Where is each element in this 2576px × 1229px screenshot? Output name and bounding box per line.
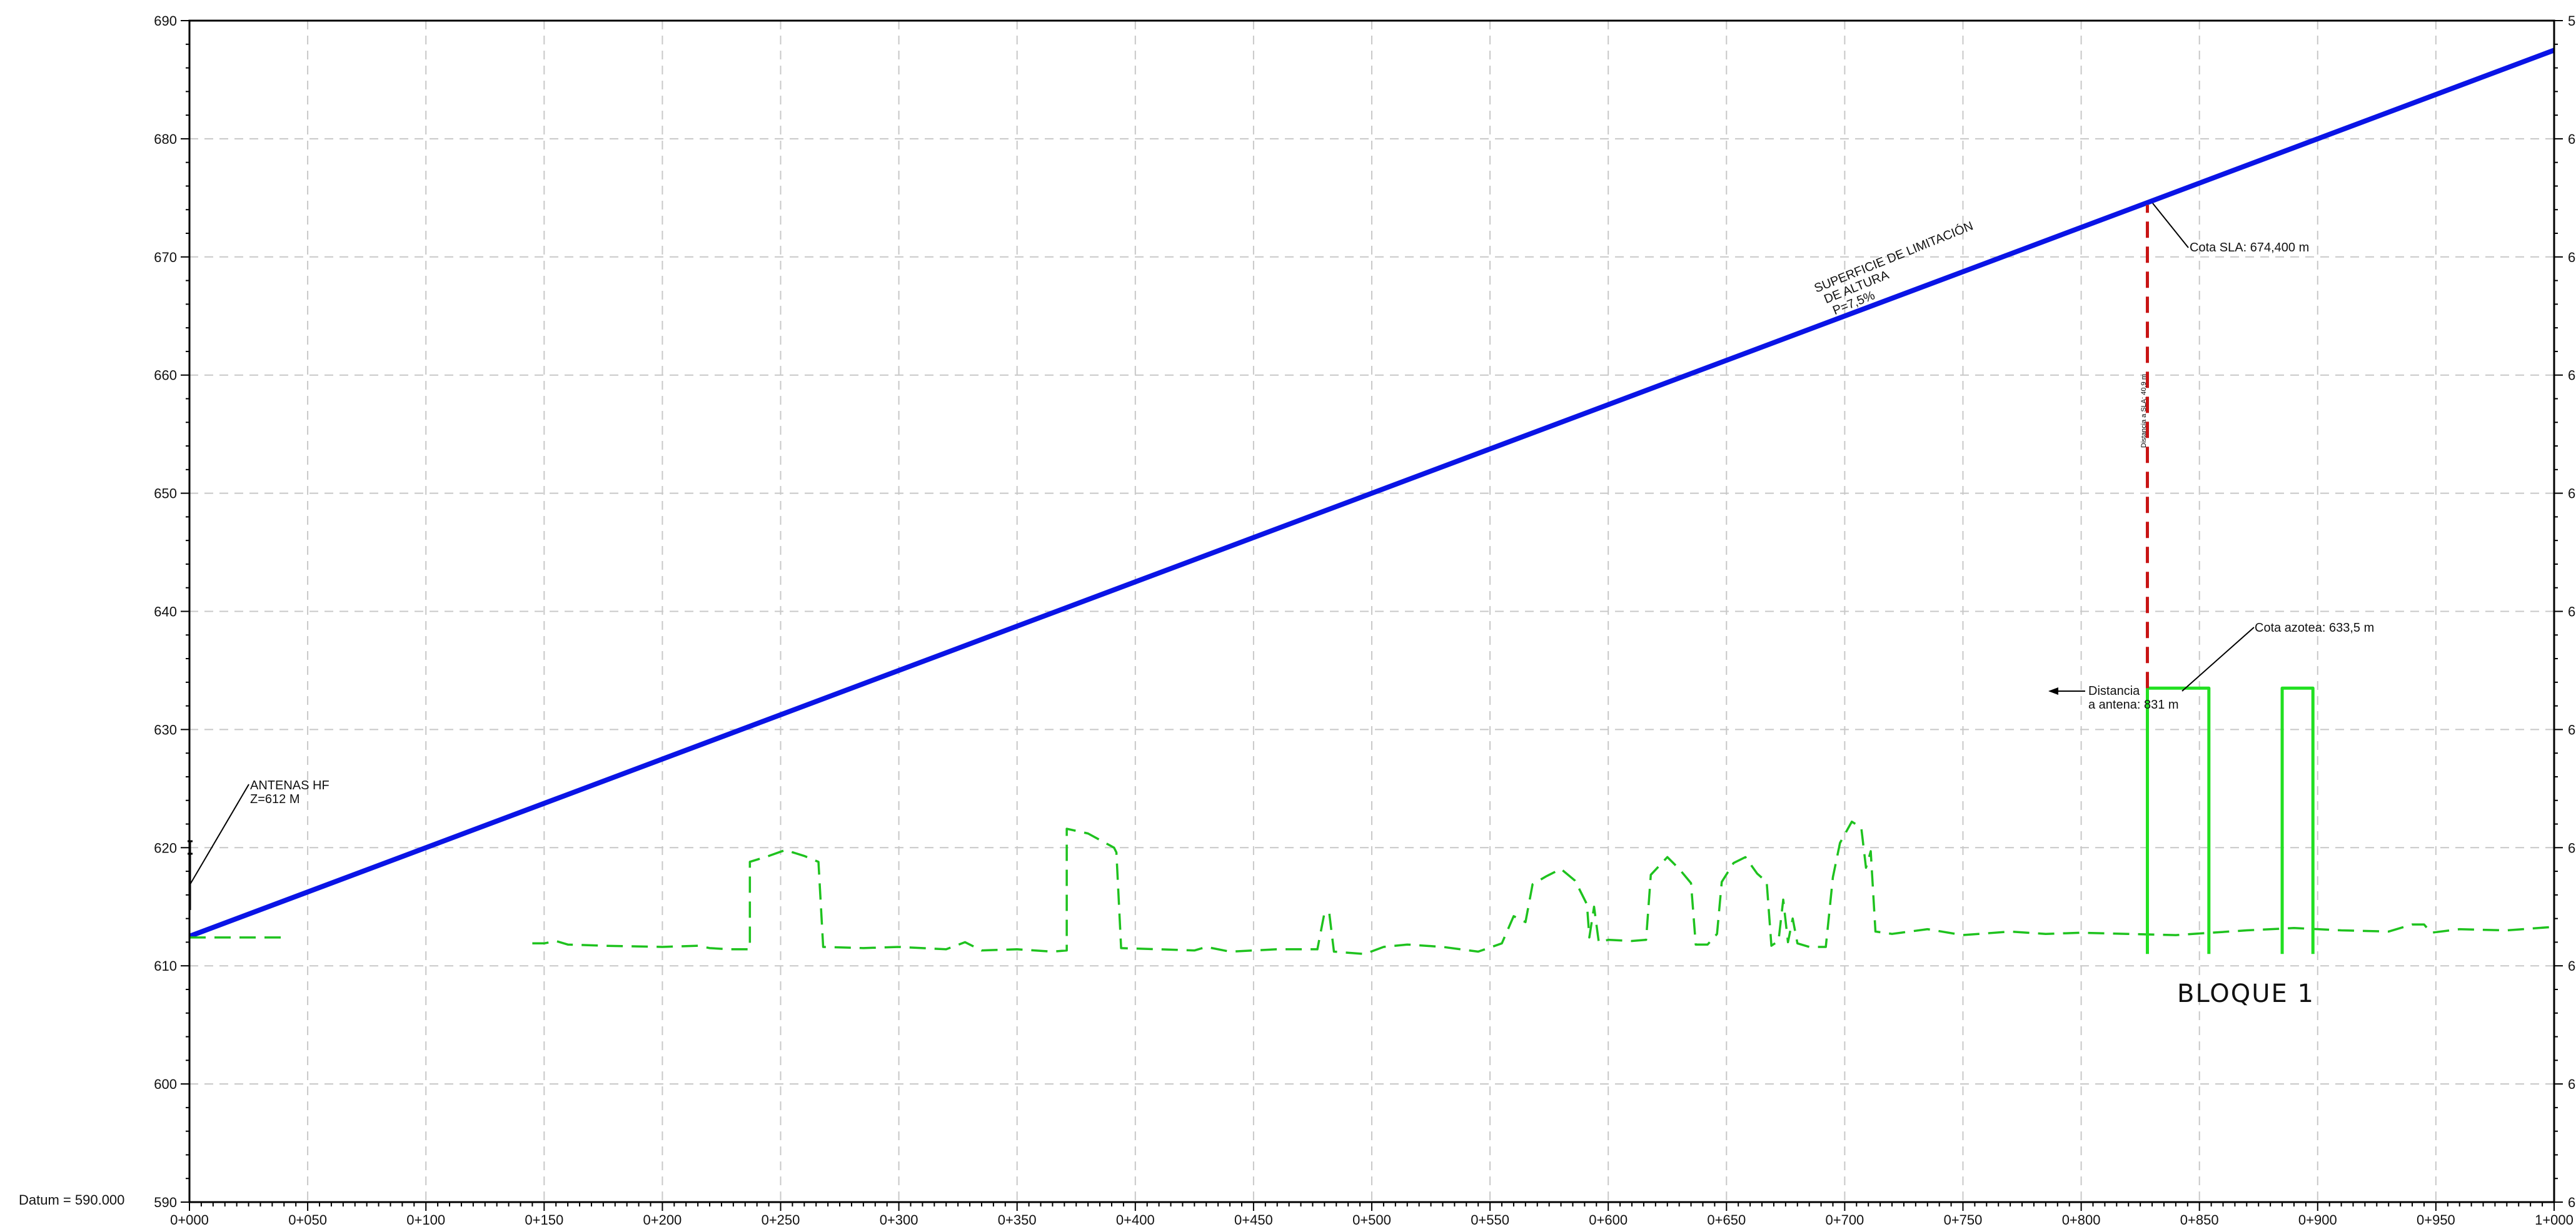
x-tick-label: 0+200 [643, 1212, 682, 1228]
x-tick-label: 0+150 [525, 1212, 563, 1228]
x-tick-label: 0+600 [1589, 1212, 1628, 1228]
cota-azotea-leader [2181, 627, 2255, 692]
antenas-label-2: Z=612 M [250, 792, 299, 806]
annotations: SUPERFICIE DE LIMITACIÓN DE ALTURA P=7,5… [188, 203, 2374, 1008]
y-tick-label: 690 [154, 13, 177, 29]
y-tick-label: 680 [154, 131, 177, 147]
distancia-sla-label: Distancia a SLA: 40,9 m [2140, 374, 2148, 448]
series-layer [188, 48, 2555, 956]
y-tick-label-right: 6 [2568, 722, 2575, 737]
y-tick-label-right: 6 [2568, 250, 2575, 265]
x-tick-label: 0+400 [1116, 1212, 1155, 1228]
x-tick-label: 0+500 [1352, 1212, 1391, 1228]
y-tick-label-right: 6 [2568, 368, 2575, 383]
cota-sla-leader [2152, 203, 2189, 248]
x-tick-label: 0+700 [1826, 1212, 1864, 1228]
distancia-arrow-head [2048, 687, 2058, 695]
y-tick-label-right: 6 [2568, 131, 2575, 147]
y-tick-label-right: 6 [2568, 1195, 2575, 1210]
bloque-1-buildings [2145, 686, 2211, 954]
x-tick-label: 1+000 [2535, 1212, 2573, 1228]
x-tick-labels: 0+000 0+050 0+100 0+150 0+200 0+250 0+300 0+350… [170, 1212, 2573, 1228]
cota-azotea-label: Cota azotea: 633,5 m [2255, 621, 2374, 635]
x-tick-label: 0+850 [2180, 1212, 2219, 1228]
y-tick-label: 650 [154, 486, 177, 502]
x-tick-label: 0+050 [288, 1212, 327, 1228]
y-tick-label-right: 6 [2568, 486, 2575, 502]
y-tick-label: 610 [154, 958, 177, 974]
x-tick-label: 0+550 [1471, 1212, 1509, 1228]
y-tick-label-right: 6 [2568, 840, 2575, 856]
terrain-profile [532, 820, 2555, 956]
x-tick-label: 0+000 [170, 1212, 209, 1228]
y-tick-label: 660 [154, 368, 177, 383]
y-tick-label-right: 6 [2568, 1076, 2575, 1092]
x-tick-label: 0+250 [762, 1212, 800, 1228]
y-tick-label: 620 [154, 840, 177, 856]
y-tick-label: 590 [154, 1195, 177, 1210]
plot-frame [188, 19, 2555, 1203]
x-tick-label: 0+300 [880, 1212, 918, 1228]
distancia-label-1: Distancia [2088, 684, 2140, 698]
bloque-label: BLOQUE 1 [2177, 979, 2315, 1008]
distancia-label-2: a antena: 831 m [2088, 698, 2179, 712]
y-tick-label-right: 5 [2568, 13, 2575, 29]
antenas-leader [189, 784, 249, 885]
x-tick-label: 0+350 [998, 1212, 1037, 1228]
bloque-1-buildings [2280, 686, 2315, 954]
x-tick-label: 0+800 [2062, 1212, 2101, 1228]
x-tick-label: 0+900 [2298, 1212, 2337, 1228]
sla-surface-line [188, 48, 2555, 939]
x-tick-label: 0+100 [406, 1212, 445, 1228]
y-tick-labels: 590 600 610 620 630 640 650 660 670 680 690 [154, 13, 177, 1210]
cota-sla-label: Cota SLA: 674,400 m [2190, 241, 2309, 255]
y-tick-labels-right: 6 6 6 6 6 6 6 6 6 6 5 [2568, 13, 2575, 1210]
x-tick-label: 0+750 [1944, 1212, 1983, 1228]
y-tick-label: 640 [154, 604, 177, 620]
y-tick-label-right: 6 [2568, 604, 2575, 620]
sla-title: SUPERFICIE DE LIMITACIÓN DE ALTURA P=7,5… [1812, 218, 1975, 318]
datum-label: Datum = 590.000 [19, 1192, 124, 1208]
x-tick-label: 0+650 [1707, 1212, 1746, 1228]
grid [189, 21, 2554, 1202]
y-tick-label: 600 [154, 1076, 177, 1092]
x-tick-label: 0+450 [1234, 1212, 1273, 1228]
x-tick-label: 0+950 [2417, 1212, 2455, 1228]
y-tick-label: 670 [154, 250, 177, 265]
y-tick-label-right: 6 [2568, 958, 2575, 974]
antenas-marker [188, 840, 193, 910]
antenas-label-1: ANTENAS HF [250, 779, 330, 792]
y-tick-label: 630 [154, 722, 177, 737]
